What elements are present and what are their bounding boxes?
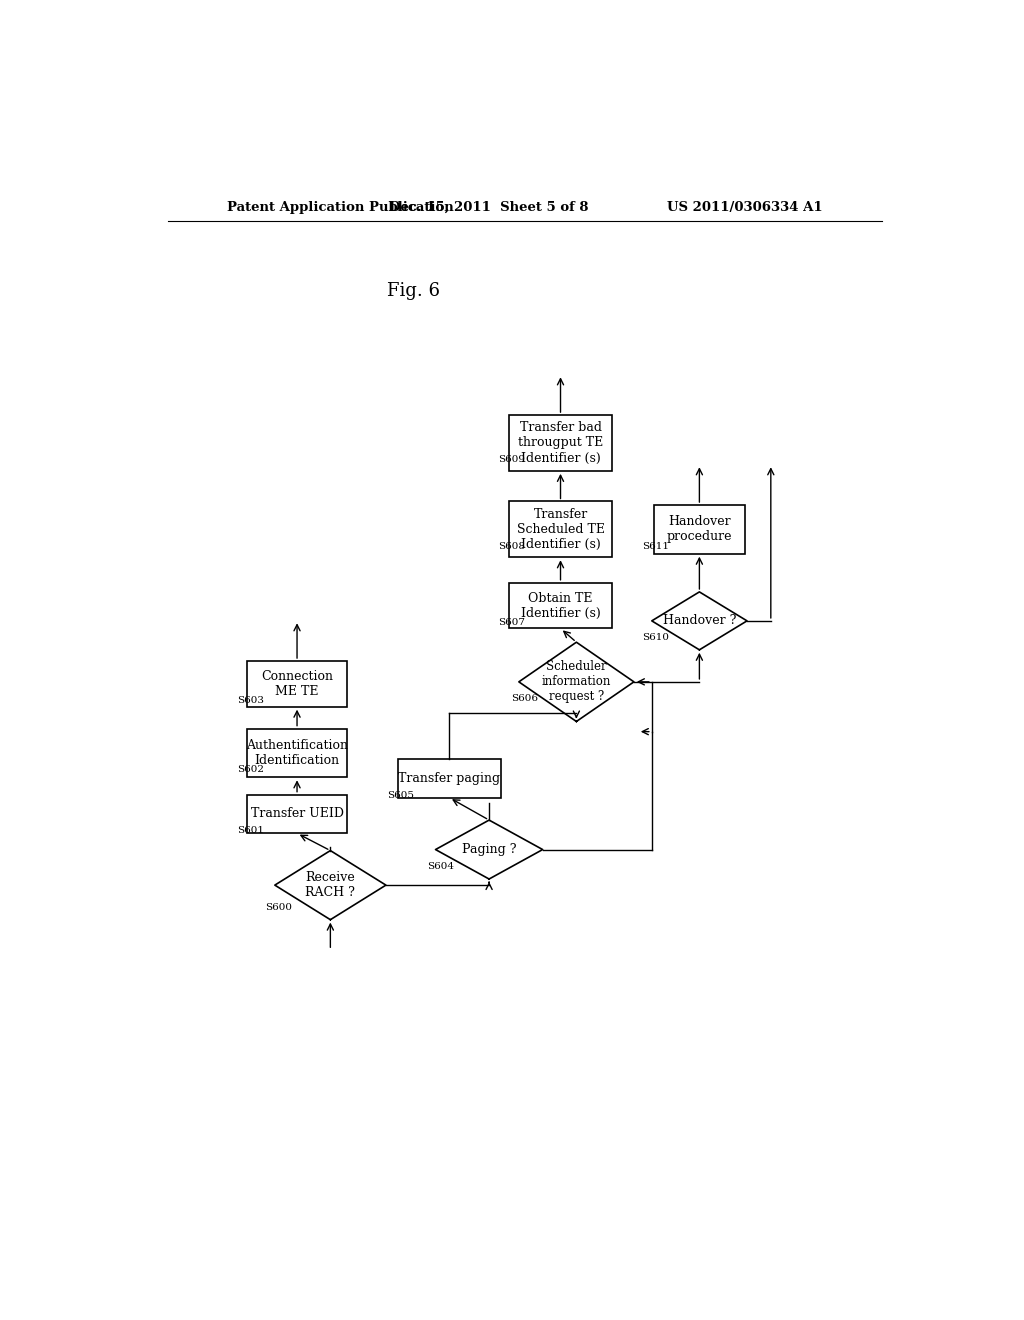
Text: S608: S608 (499, 541, 525, 550)
Text: S601: S601 (238, 826, 264, 836)
Text: Transfer bad
througput TE
Identifier (s): Transfer bad througput TE Identifier (s) (518, 421, 603, 465)
Text: Handover
procedure: Handover procedure (667, 515, 732, 544)
Bar (509, 414, 612, 471)
Text: S600: S600 (265, 903, 292, 912)
Text: Receive
RACH ?: Receive RACH ? (305, 871, 355, 899)
Text: S607: S607 (499, 618, 525, 627)
Text: Fig. 6: Fig. 6 (387, 281, 440, 300)
Text: Handover ?: Handover ? (663, 614, 736, 627)
Text: Obtain TE
Identifier (s): Obtain TE Identifier (s) (520, 591, 600, 619)
Text: Transfer paging: Transfer paging (398, 772, 501, 785)
Text: Scheduler
information
request ?: Scheduler information request ? (542, 660, 611, 704)
Bar (248, 729, 347, 777)
Text: Dec. 15, 2011  Sheet 5 of 8: Dec. 15, 2011 Sheet 5 of 8 (389, 201, 589, 214)
Bar (653, 506, 745, 554)
Text: US 2011/0306334 A1: US 2011/0306334 A1 (667, 201, 822, 214)
Text: Paging ?: Paging ? (462, 843, 516, 857)
Text: S609: S609 (499, 455, 525, 465)
Text: S610: S610 (642, 634, 670, 642)
Bar (248, 661, 347, 706)
Bar (509, 502, 612, 557)
Text: S604: S604 (427, 862, 455, 871)
Text: S605: S605 (387, 791, 415, 800)
Text: Patent Application Publication: Patent Application Publication (227, 201, 454, 214)
Text: S611: S611 (642, 541, 670, 550)
Text: Transfer UEID: Transfer UEID (251, 808, 343, 821)
Text: S606: S606 (511, 694, 539, 704)
Text: S602: S602 (238, 766, 264, 775)
Text: S603: S603 (238, 696, 264, 705)
Bar (397, 759, 501, 797)
Text: Authentification
Identification: Authentification Identification (246, 739, 348, 767)
Text: Transfer
Scheduled TE
Identifier (s): Transfer Scheduled TE Identifier (s) (516, 508, 604, 550)
Bar (248, 795, 347, 833)
Bar (509, 582, 612, 628)
Text: Connection
ME TE: Connection ME TE (261, 669, 333, 698)
